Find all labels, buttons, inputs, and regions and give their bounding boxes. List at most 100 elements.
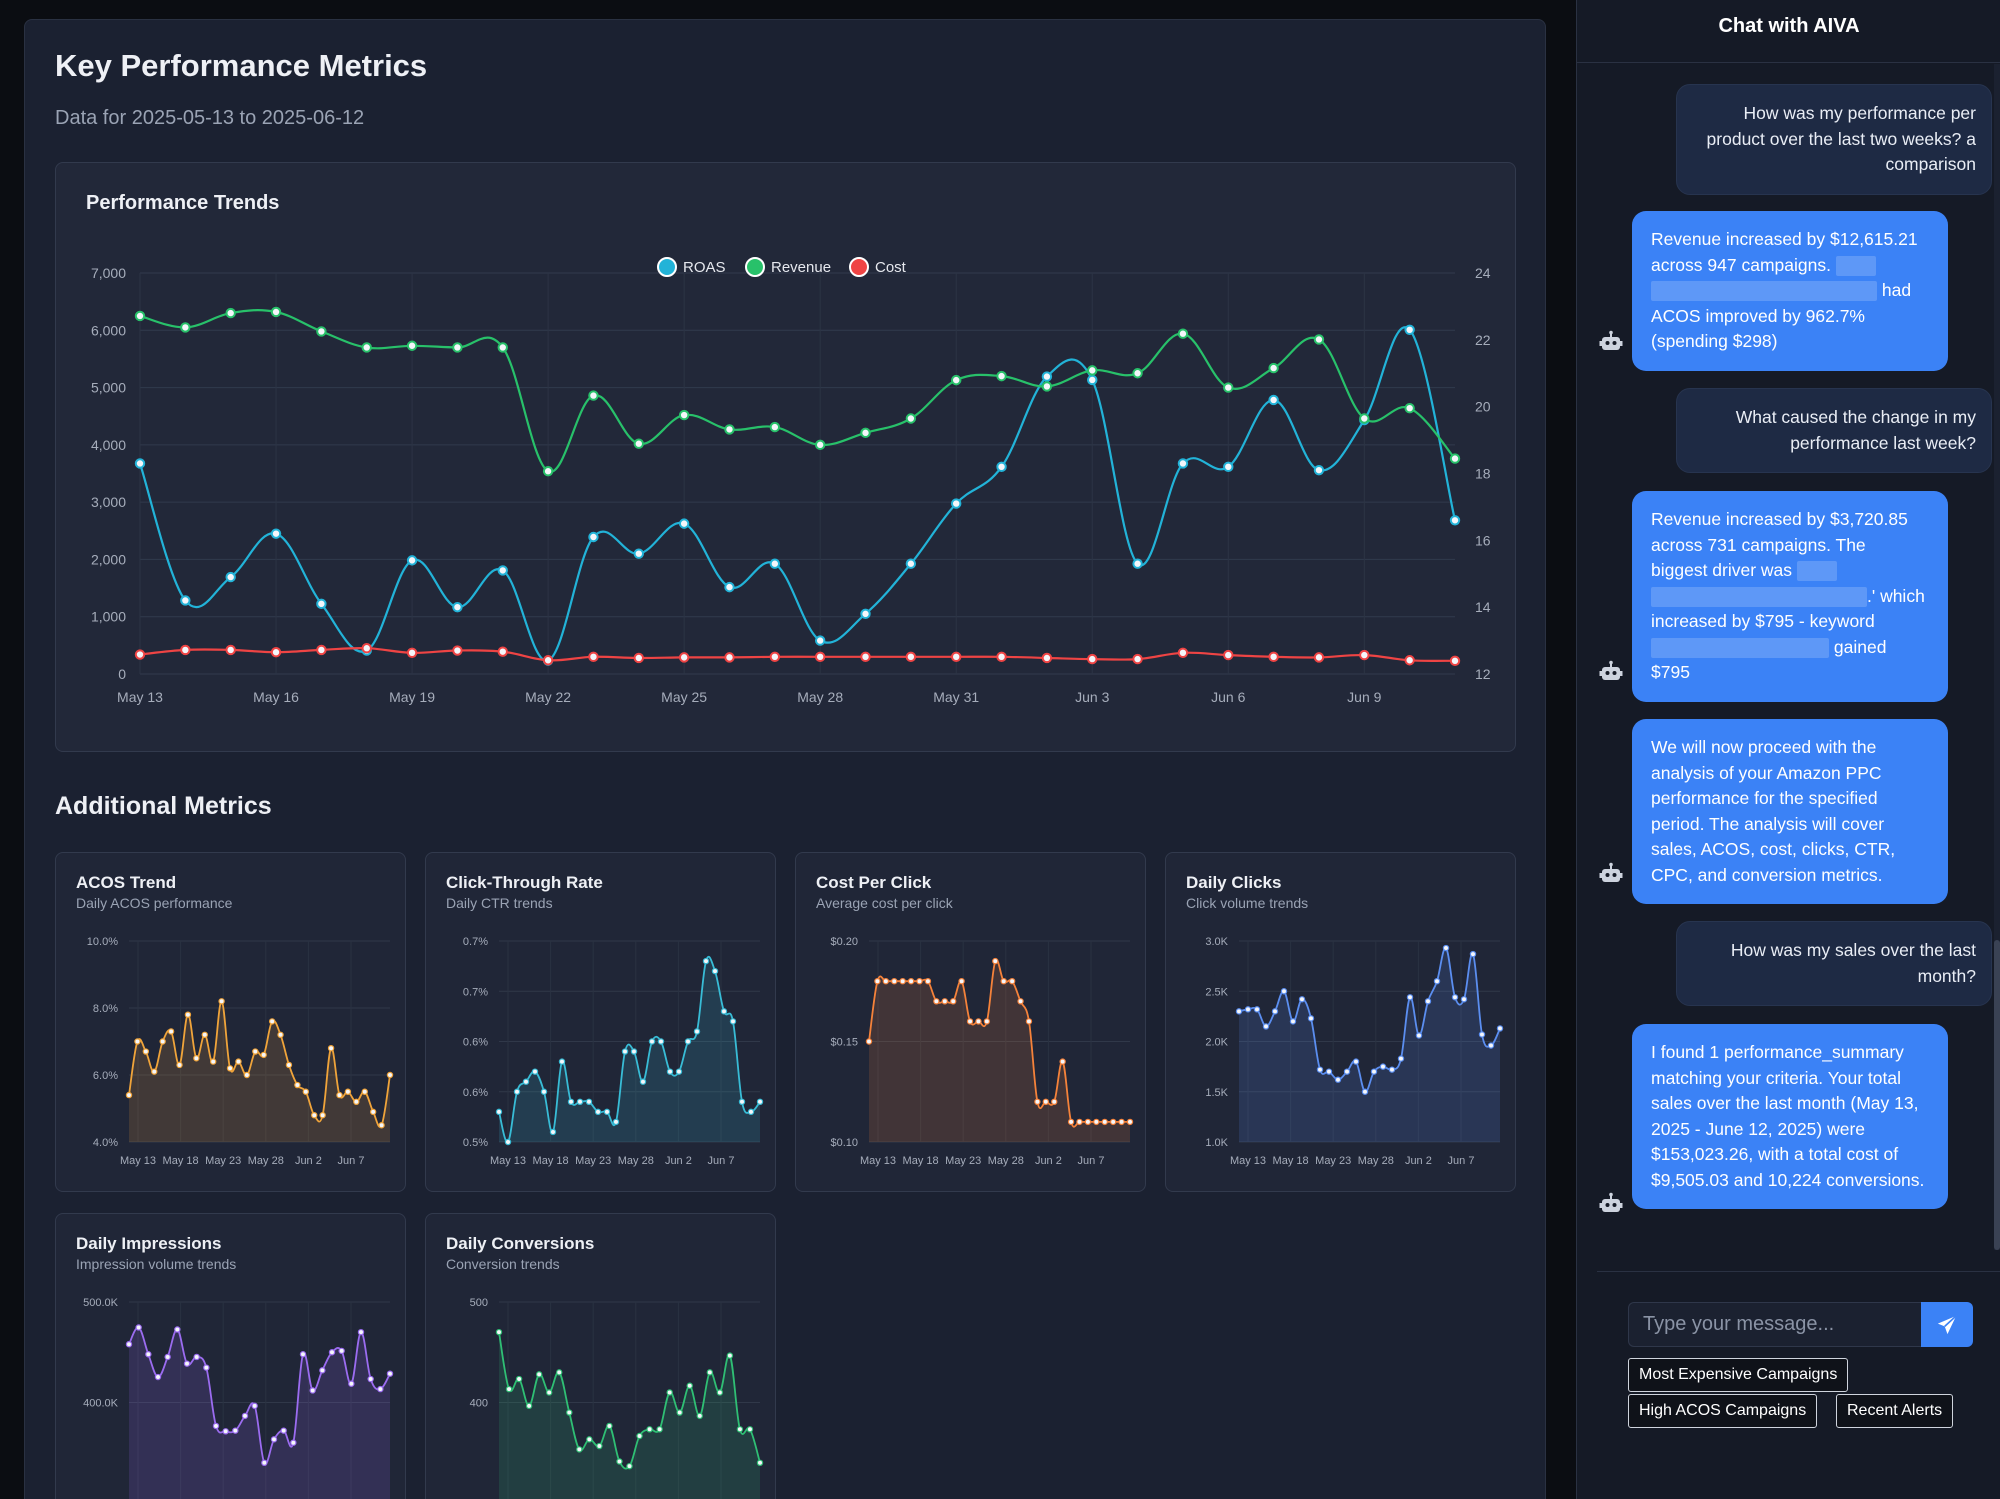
send-button[interactable]: [1921, 1302, 1973, 1347]
data-point: [328, 1349, 336, 1356]
y-tick-label: 500: [470, 1297, 488, 1309]
data-point-revenue: [1359, 413, 1370, 424]
data-point: [1496, 1025, 1504, 1032]
redacted-text: [1651, 281, 1877, 302]
card-title: Daily Impressions: [76, 1234, 222, 1253]
y-tick-label: 6,000: [91, 322, 126, 338]
x-tick-label: May 18: [1273, 1155, 1309, 1167]
data-point: [567, 1098, 575, 1105]
y2-tick-label: 14: [1475, 599, 1491, 615]
data-point-revenue: [1177, 328, 1189, 339]
data-point: [377, 1385, 384, 1393]
x-tick-label: May 23: [205, 1155, 241, 1167]
data-point-revenue: [860, 427, 871, 439]
x-tick-label: Jun 6: [1211, 689, 1245, 705]
x-tick-label: May 25: [661, 689, 707, 705]
data-point: [1271, 1008, 1279, 1015]
data-point-cost: [1041, 652, 1053, 664]
x-tick-label: Jun 7: [1078, 1155, 1105, 1167]
data-point: [746, 1426, 754, 1433]
bot-message: Revenue increased by $3,720.85 across 73…: [1632, 491, 1948, 702]
data-point: [1051, 1098, 1058, 1105]
data-point: [212, 1422, 220, 1430]
message-line: Revenue increased by $12,615.21: [1651, 229, 1918, 249]
quick-action-recent-alerts[interactable]: Recent Alerts: [1836, 1394, 1954, 1428]
y-tick-label: 400: [470, 1398, 488, 1410]
data-point: [125, 1341, 133, 1348]
message-line: Revenue increased by $3,720.85: [1651, 509, 1908, 529]
x-tick-label: Jun 7: [708, 1155, 735, 1167]
message-line-text: gained: [1833, 636, 1887, 657]
quick-action-high-acos-campaigns[interactable]: High ACOS Campaigns: [1628, 1394, 1818, 1428]
data-point: [1280, 988, 1288, 995]
data-point-cost: [361, 643, 372, 654]
y-tick-label: 0.7%: [463, 986, 488, 998]
data-point: [344, 1088, 352, 1095]
message-line: (spending $298): [1651, 331, 1778, 351]
data-point: [270, 1436, 278, 1443]
y2-tick-label: 12: [1475, 666, 1491, 682]
data-point-cost: [588, 651, 599, 663]
data-point: [201, 1031, 208, 1038]
data-point: [706, 1369, 714, 1376]
acos-chart[interactable]: 4.0% 6.0% 8.0% 10.0% May 13 May 18 May 23 May 2…: [56, 853, 406, 1192]
data-point: [1067, 1118, 1075, 1126]
robot-icon: [1599, 660, 1623, 680]
message-line: across 947 campaigns.: [1651, 253, 1929, 279]
data-point: [531, 1068, 539, 1075]
cpc-chart[interactable]: $0.10 $0.15 $0.20 May 13 May 18 May 23 May 28 J…: [796, 853, 1146, 1192]
data-point-roas: [951, 498, 962, 509]
data-point: [1451, 994, 1459, 1001]
message-input[interactable]: [1628, 1302, 1921, 1347]
x-tick-label: Jun 2: [295, 1155, 322, 1167]
data-point-revenue: [1087, 365, 1098, 376]
chat-scrollbar[interactable]: [1994, 64, 2000, 1250]
chat-messages[interactable]: How was my performance per product over …: [1577, 64, 2000, 1270]
data-point: [666, 1068, 674, 1075]
dashboard-panel: Key Performance Metrics Data for 2025-05…: [24, 19, 1546, 1499]
x-tick-label: May 13: [120, 1155, 156, 1167]
data-point-roas: [1223, 461, 1234, 473]
data-point: [280, 1427, 287, 1434]
data-point: [646, 1426, 653, 1433]
data-point-roas: [180, 595, 191, 606]
x-tick-label: May 18: [903, 1155, 939, 1167]
data-point: [726, 1352, 734, 1359]
ctr-chart[interactable]: 0.5% 0.6% 0.6% 0.7% 0.7% May 13 May 18 May 23 Ma…: [426, 853, 776, 1192]
data-point: [675, 1068, 683, 1075]
performance-trends-chart[interactable]: 0 1,000 2,000 3,000 4,000 5,000 6,000 7,000 12 14…: [56, 163, 1517, 753]
data-point: [515, 1375, 523, 1383]
data-point: [505, 1385, 513, 1393]
message-text: We will now proceed with the analysis of…: [1651, 737, 1896, 885]
data-point: [513, 1088, 521, 1095]
y-tick-label: 8.0%: [93, 1003, 118, 1015]
data-point: [218, 998, 225, 1005]
data-point: [1478, 1031, 1486, 1038]
data-point: [203, 1364, 210, 1371]
data-point-revenue: [769, 421, 781, 433]
data-point-cost: [1313, 652, 1325, 663]
data-point-revenue: [1223, 382, 1234, 393]
data-point: [949, 998, 957, 1005]
data-point: [1424, 998, 1432, 1005]
data-point: [720, 1008, 728, 1015]
chat-scrollbar-thumb[interactable]: [1994, 940, 2000, 1250]
data-point-cost: [769, 651, 781, 663]
daily-clicks-chart[interactable]: 1.0K 1.5K 2.0K 2.5K 3.0K May 13 May 18 May 23 Ma…: [1166, 853, 1516, 1192]
y-tick-label: 2,000: [91, 551, 126, 567]
data-point-roas: [497, 565, 508, 576]
data-point: [656, 1426, 663, 1433]
data-point-revenue: [134, 310, 146, 322]
data-point-roas: [1268, 394, 1279, 406]
quick-action-most-expensive-campaigns[interactable]: Most Expensive Campaigns: [1628, 1358, 1849, 1392]
data-point: [556, 1369, 563, 1376]
data-point-roas: [633, 548, 644, 559]
data-point: [525, 1402, 533, 1410]
data-point: [657, 1038, 665, 1045]
y-tick-label: 4,000: [91, 437, 126, 453]
data-point: [1397, 1055, 1405, 1062]
x-tick-label: May 23: [575, 1155, 611, 1167]
data-point: [558, 1058, 566, 1065]
